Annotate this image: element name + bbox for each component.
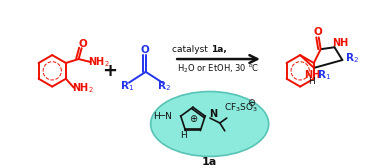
Text: catalyst: catalyst [172, 45, 211, 54]
Text: N: N [209, 109, 217, 119]
Text: ⊕: ⊕ [189, 114, 197, 124]
Text: R$_2$: R$_2$ [345, 51, 359, 65]
Text: CF$_3$SO$_3$: CF$_3$SO$_3$ [225, 102, 259, 114]
Text: H: H [308, 77, 315, 86]
Text: NH: NH [304, 70, 320, 80]
Text: O: O [313, 28, 322, 37]
Text: H─N: H─N [153, 112, 172, 121]
Text: O: O [78, 39, 87, 49]
Text: R$_1$: R$_1$ [120, 80, 134, 93]
Text: +: + [102, 62, 117, 80]
Text: H: H [180, 131, 187, 140]
Text: 1a: 1a [202, 157, 217, 167]
Text: O: O [140, 45, 149, 55]
Text: H$_2$O or EtOH, 30 $^o$C: H$_2$O or EtOH, 30 $^o$C [177, 63, 260, 75]
Text: NH$_2$: NH$_2$ [72, 82, 93, 95]
Text: 1a,: 1a, [211, 45, 226, 54]
Text: R$_2$: R$_2$ [157, 80, 171, 93]
Text: ⊖: ⊖ [247, 98, 255, 108]
Text: NH$_2$: NH$_2$ [88, 55, 110, 69]
Ellipse shape [150, 92, 269, 156]
Text: NH: NH [332, 38, 349, 48]
Text: R$_1$: R$_1$ [317, 68, 331, 82]
